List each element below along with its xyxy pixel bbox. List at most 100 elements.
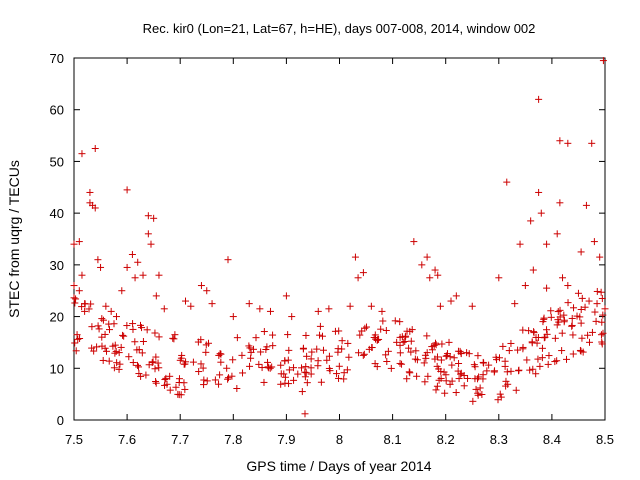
data-point	[521, 282, 529, 290]
data-point	[396, 349, 404, 357]
data-point	[507, 339, 515, 347]
data-point	[445, 338, 453, 346]
data-point	[116, 360, 124, 368]
data-point	[109, 342, 117, 350]
data-point	[437, 374, 445, 382]
data-point	[574, 289, 582, 297]
y-tick-label: 70	[50, 51, 64, 66]
data-point	[468, 302, 476, 310]
data-point	[412, 347, 420, 355]
data-point	[215, 380, 223, 388]
data-point	[533, 339, 541, 347]
data-point	[187, 302, 195, 310]
data-point	[277, 361, 285, 369]
data-point	[284, 356, 292, 364]
data-point	[592, 317, 600, 325]
data-point	[405, 368, 413, 376]
data-point	[460, 372, 468, 380]
data-point	[176, 356, 184, 364]
data-point	[354, 274, 362, 282]
data-point	[307, 355, 315, 363]
data-point	[316, 322, 324, 330]
data-point	[455, 359, 463, 367]
data-point	[86, 188, 94, 196]
data-point	[456, 347, 464, 355]
data-point	[144, 212, 152, 220]
x-tick-label: 8.1	[384, 432, 402, 447]
data-point	[302, 363, 310, 371]
data-point	[584, 331, 592, 339]
y-tick-label: 60	[50, 103, 64, 118]
data-point	[285, 380, 293, 388]
data-point	[525, 327, 533, 335]
data-point	[387, 364, 395, 372]
data-point	[170, 335, 178, 343]
data-point	[495, 274, 503, 282]
data-point	[229, 356, 237, 364]
data-point	[163, 380, 171, 388]
data-point	[285, 366, 293, 374]
data-point	[239, 369, 247, 377]
data-point	[448, 361, 456, 369]
data-point	[217, 350, 225, 358]
data-point	[200, 381, 208, 389]
data-point	[530, 328, 538, 336]
data-point	[313, 345, 321, 353]
data-point	[75, 238, 83, 246]
data-point	[474, 352, 482, 360]
data-point	[338, 337, 346, 345]
data-point	[547, 307, 555, 315]
data-point	[204, 339, 212, 347]
data-point	[598, 338, 606, 346]
data-point	[302, 369, 310, 377]
data-point	[224, 375, 232, 383]
data-point	[152, 377, 160, 385]
data-point	[131, 274, 139, 282]
data-point	[599, 57, 607, 65]
data-point	[384, 347, 392, 355]
data-point	[436, 302, 444, 310]
data-point	[597, 331, 605, 339]
data-point	[527, 217, 535, 225]
x-tick-label: 8.5	[596, 432, 614, 447]
data-point	[331, 327, 339, 335]
data-point	[478, 390, 486, 398]
y-tick-label: 30	[50, 258, 64, 273]
data-point	[303, 379, 311, 387]
data-point	[81, 307, 89, 315]
data-point	[98, 342, 106, 350]
data-point	[318, 332, 326, 340]
data-point	[123, 263, 131, 271]
data-point	[129, 325, 137, 333]
data-point	[171, 331, 179, 339]
data-point	[284, 331, 292, 339]
data-point	[333, 370, 341, 378]
data-point	[469, 397, 477, 405]
data-point	[593, 300, 601, 308]
data-point	[88, 323, 96, 331]
data-point	[323, 356, 331, 364]
data-point	[596, 253, 604, 261]
data-point	[143, 326, 151, 334]
data-point	[450, 354, 458, 362]
data-point	[472, 385, 480, 393]
data-point	[393, 338, 401, 346]
data-point	[577, 347, 585, 355]
data-point	[399, 338, 407, 346]
data-point	[519, 343, 527, 351]
x-tick-label: 7.6	[118, 432, 136, 447]
data-point	[543, 240, 551, 248]
data-point	[303, 352, 311, 360]
data-point	[139, 337, 147, 345]
data-point	[396, 359, 404, 367]
data-point	[537, 209, 545, 217]
data-point	[538, 344, 546, 352]
data-point	[71, 299, 79, 307]
data-point	[199, 364, 207, 372]
data-point	[105, 357, 113, 365]
data-point	[155, 333, 163, 341]
data-point	[558, 347, 566, 355]
data-point	[257, 348, 265, 356]
data-point	[598, 318, 606, 326]
data-point	[403, 375, 411, 383]
